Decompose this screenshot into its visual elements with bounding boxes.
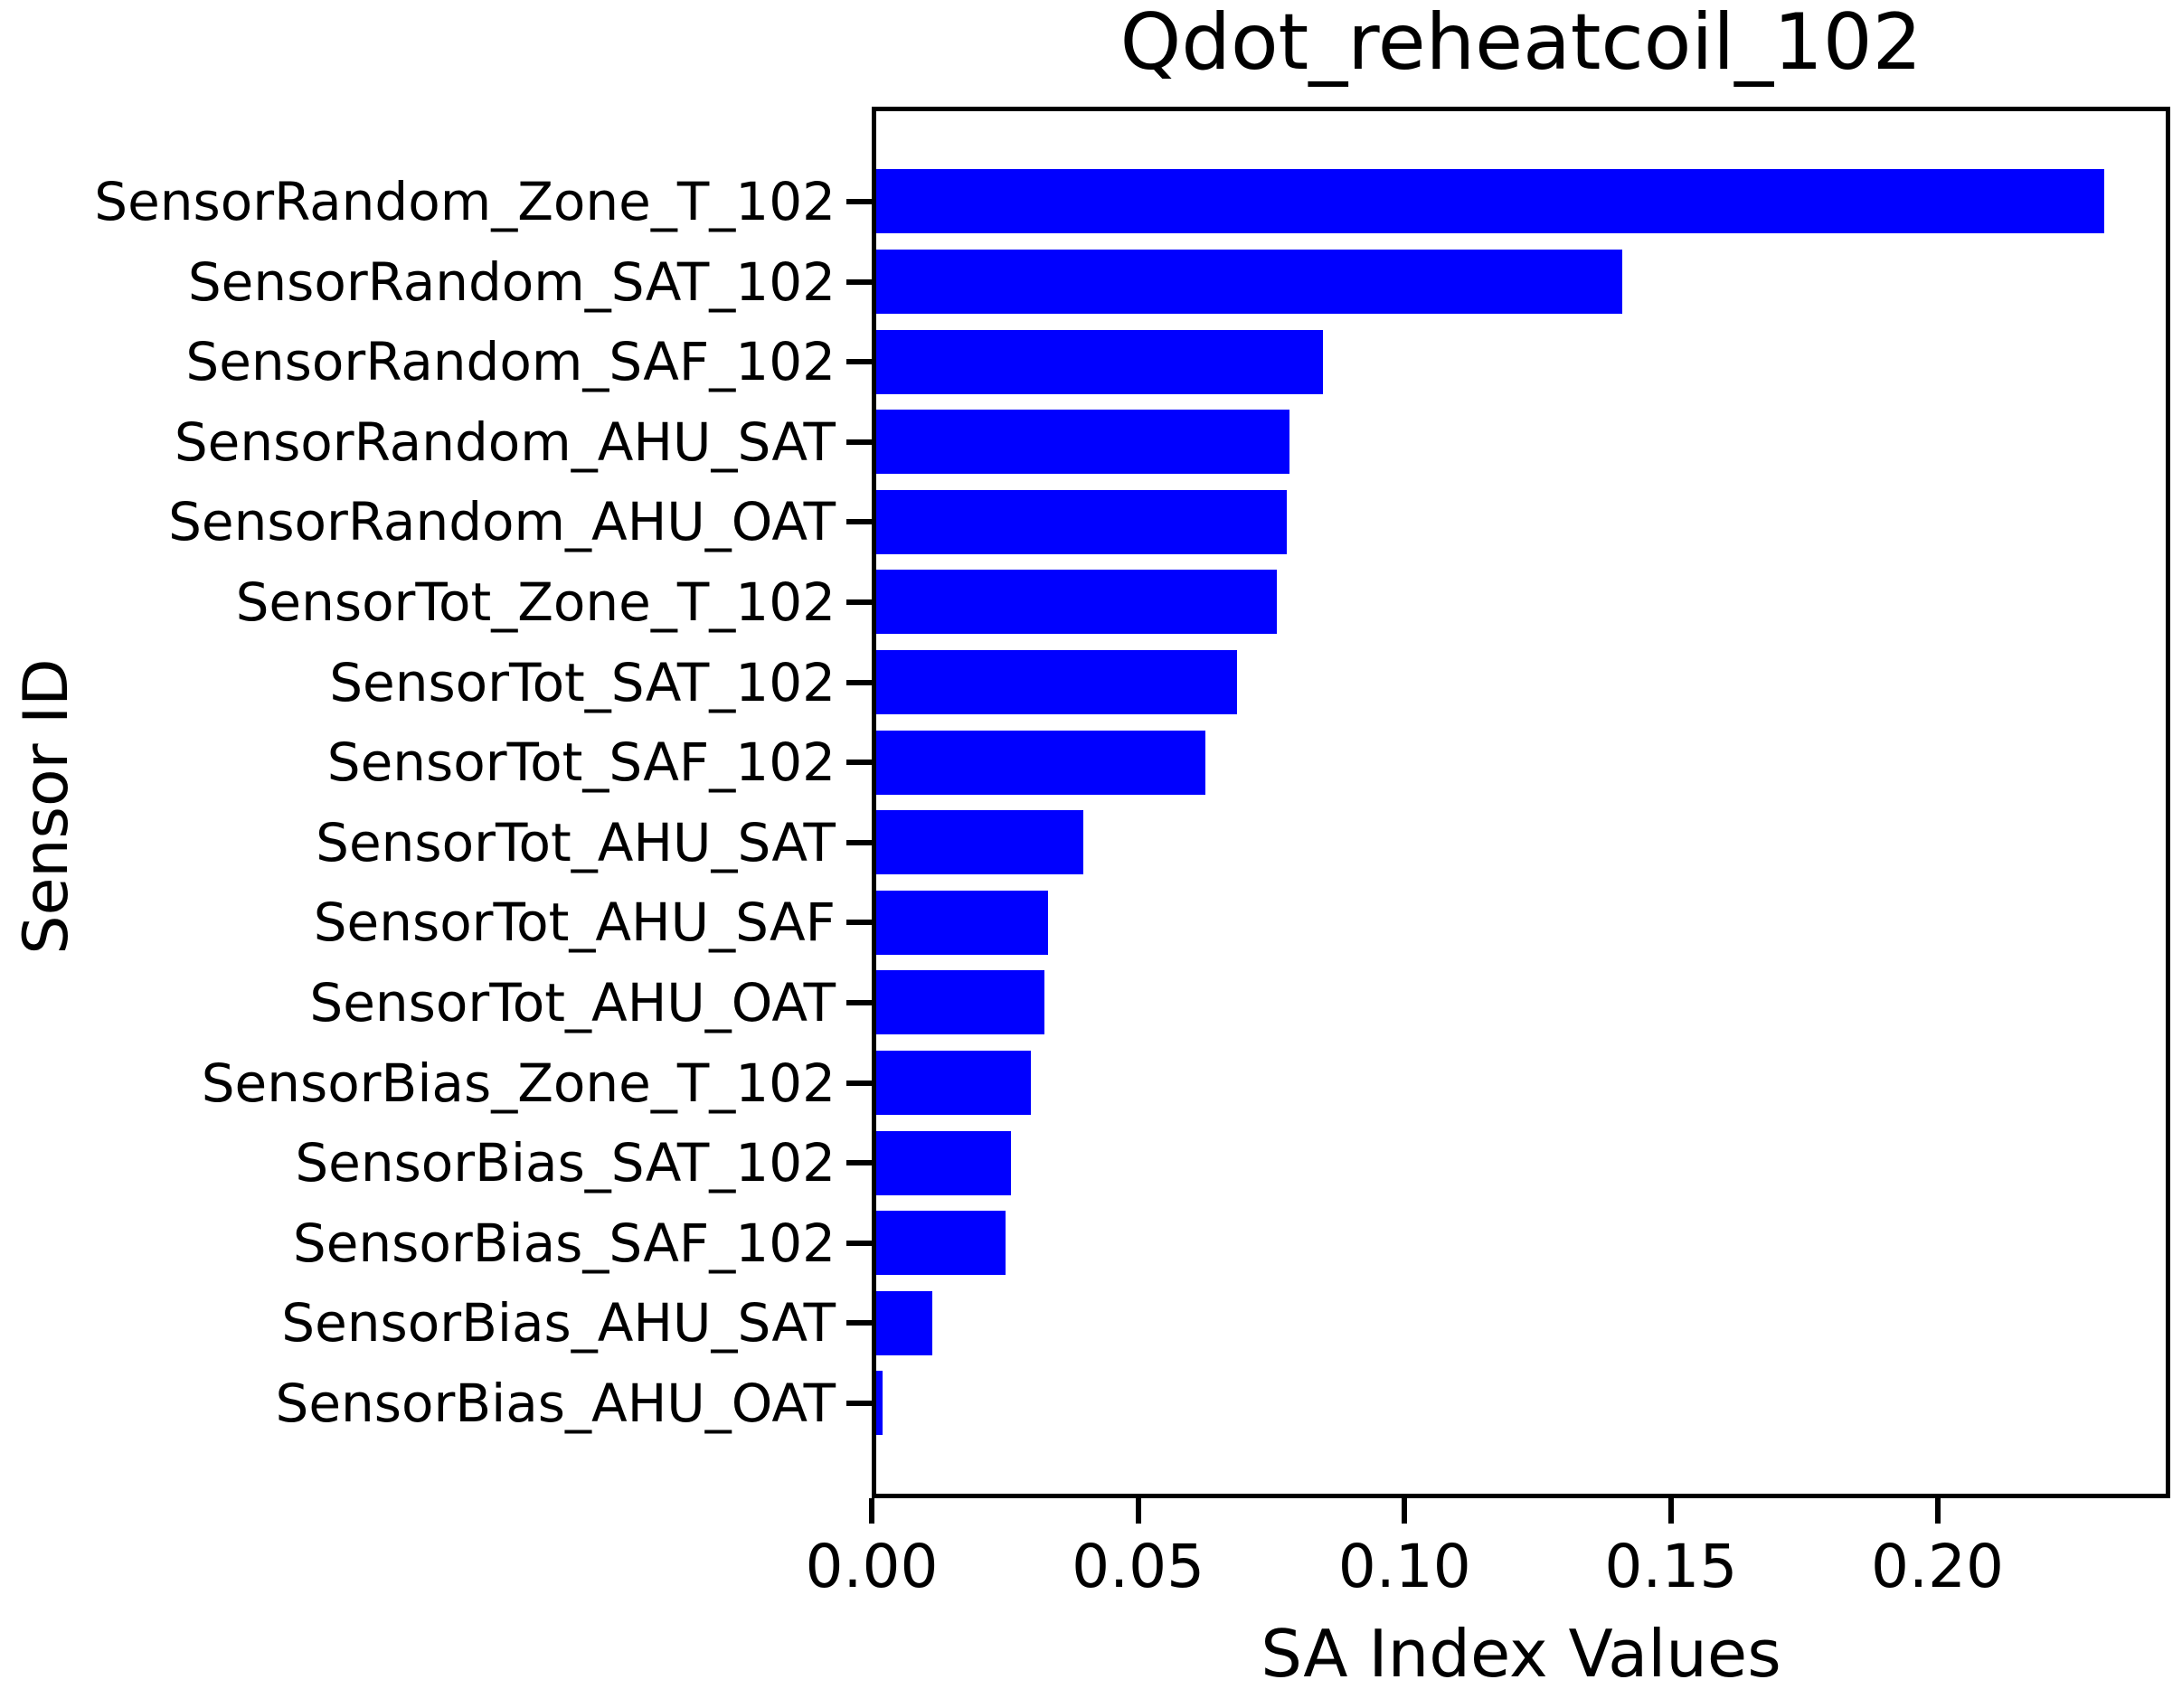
y-tick-row: SensorRandom_AHU_OAT xyxy=(0,482,872,562)
y-tick-label: SensorBias_Zone_T_102 xyxy=(201,1052,836,1114)
bar-row xyxy=(876,722,2166,803)
bar-row xyxy=(876,882,2166,963)
y-tick-row: SensorBias_AHU_SAT xyxy=(0,1283,872,1364)
y-tick-row: SensorBias_SAF_102 xyxy=(0,1203,872,1283)
y-tick-mark xyxy=(846,920,872,926)
bar xyxy=(876,570,1278,635)
x-tick-label: 0.15 xyxy=(1604,1532,1738,1601)
y-tick-mark xyxy=(846,599,872,605)
bar-row xyxy=(876,1123,2166,1203)
bar-row xyxy=(876,802,2166,882)
y-tick-row: SensorTot_SAF_102 xyxy=(0,722,872,803)
y-tick-row: SensorBias_Zone_T_102 xyxy=(0,1043,872,1123)
y-tick-label: SensorTot_AHU_SAF xyxy=(313,892,836,954)
y-tick-row: SensorTot_AHU_OAT xyxy=(0,963,872,1043)
y-tick-mark xyxy=(846,1400,872,1406)
y-tick-row: SensorBias_AHU_OAT xyxy=(0,1364,872,1444)
y-tick-row: SensorTot_AHU_SAT xyxy=(0,802,872,882)
y-tick-mark xyxy=(846,1240,872,1246)
x-axis-title: SA Index Values xyxy=(1261,1616,1781,1692)
bar xyxy=(876,329,1323,394)
bar-row xyxy=(876,963,2166,1043)
y-tick-label: SensorRandom_SAT_102 xyxy=(187,250,836,313)
x-tick-label: 0.10 xyxy=(1337,1532,1471,1601)
bar-row xyxy=(876,1203,2166,1283)
y-tick-label: SensorTot_Zone_T_102 xyxy=(235,571,836,633)
y-tick-mark xyxy=(846,1080,872,1086)
bar-row xyxy=(876,1283,2166,1364)
y-tick-row: SensorTot_Zone_T_102 xyxy=(0,562,872,643)
bar xyxy=(876,410,1290,475)
y-tick-label: SensorBias_AHU_SAT xyxy=(281,1292,836,1354)
bar-row xyxy=(876,1043,2166,1123)
y-tick-mark xyxy=(846,679,872,685)
bar-row xyxy=(876,482,2166,562)
y-tick-label: SensorTot_AHU_SAT xyxy=(316,811,836,873)
bar-row xyxy=(876,322,2166,402)
y-tick-label: SensorRandom_AHU_OAT xyxy=(168,491,836,553)
x-tick-label: 0.05 xyxy=(1072,1532,1205,1601)
bar-row xyxy=(876,642,2166,722)
y-tick-row: SensorRandom_SAT_102 xyxy=(0,241,872,322)
y-tick-mark xyxy=(846,839,872,845)
bar xyxy=(876,890,1049,955)
bar xyxy=(876,489,1287,554)
y-tick-mark xyxy=(846,999,872,1005)
bar-row xyxy=(876,162,2166,242)
y-tick-label: SensorRandom_Zone_T_102 xyxy=(94,170,836,232)
x-tick-label: 0.20 xyxy=(1871,1532,2004,1601)
bar xyxy=(876,1290,933,1355)
bar-row xyxy=(876,241,2166,322)
chart-title: Qdot_reheatcoil_102 xyxy=(1119,0,1922,88)
x-tick-mark xyxy=(1667,1498,1674,1524)
y-tick-label: SensorBias_AHU_OAT xyxy=(275,1372,836,1434)
x-tick-mark xyxy=(1934,1498,1941,1524)
x-tick-label: 0.00 xyxy=(805,1532,939,1601)
y-tick-label: SensorRandom_AHU_SAT xyxy=(174,410,836,473)
bar xyxy=(876,250,1622,315)
y-tick-mark xyxy=(846,1160,872,1166)
bar xyxy=(876,1371,883,1436)
bar xyxy=(876,1211,1006,1276)
bar-row xyxy=(876,401,2166,482)
y-tick-row: SensorRandom_SAF_102 xyxy=(0,322,872,402)
bar xyxy=(876,970,1045,1035)
y-tick-row: SensorRandom_AHU_SAT xyxy=(0,401,872,482)
bar xyxy=(876,169,2105,234)
y-axis-labels: SensorRandom_Zone_T_102 SensorRandom_SAT_… xyxy=(0,107,872,1498)
y-tick-label: SensorTot_SAT_102 xyxy=(329,651,836,713)
y-tick-mark xyxy=(846,1320,872,1326)
y-tick-label: SensorBias_SAT_102 xyxy=(295,1132,836,1194)
x-tick-mark xyxy=(869,1498,874,1524)
y-tick-mark xyxy=(846,760,872,766)
y-tick-row: SensorTot_SAT_102 xyxy=(0,642,872,722)
y-tick-label: SensorRandom_SAF_102 xyxy=(185,331,836,393)
y-tick-label: SensorTot_SAF_102 xyxy=(326,731,836,794)
bar xyxy=(876,810,1083,875)
plot-area xyxy=(872,107,2170,1498)
bar-row xyxy=(876,1364,2166,1444)
y-tick-mark xyxy=(846,278,872,285)
y-tick-mark xyxy=(846,439,872,445)
y-tick-label: SensorTot_AHU_OAT xyxy=(309,971,836,1033)
y-tick-mark xyxy=(846,359,872,365)
y-tick-row: SensorRandom_Zone_T_102 xyxy=(0,162,872,242)
y-tick-row: SensorTot_AHU_SAF xyxy=(0,882,872,963)
y-tick-mark xyxy=(846,198,872,204)
y-tick-mark xyxy=(846,519,872,525)
y-tick-row: SensorBias_SAT_102 xyxy=(0,1123,872,1203)
bar xyxy=(876,650,1237,715)
x-tick-mark xyxy=(1135,1498,1141,1524)
bar xyxy=(876,1051,1032,1116)
bar xyxy=(876,1130,1012,1195)
bar-row xyxy=(876,562,2166,643)
y-tick-label: SensorBias_SAF_102 xyxy=(292,1212,836,1274)
x-tick-mark xyxy=(1402,1498,1408,1524)
bar xyxy=(876,730,1206,795)
